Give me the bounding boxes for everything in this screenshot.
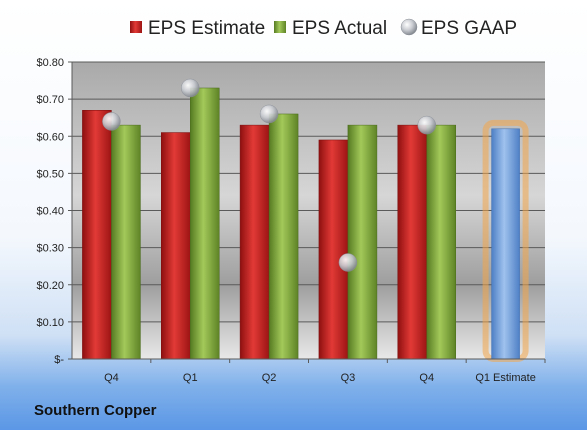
- legend-swatch: [130, 21, 142, 33]
- legend-label: EPS Estimate: [148, 18, 265, 39]
- y-tick-label: $0.20: [36, 280, 64, 292]
- bar-eps-estimate: [318, 139, 349, 360]
- bar-eps-estimate: [161, 132, 191, 360]
- y-tick-label: $0.80: [36, 57, 64, 69]
- x-tick-label: Q3: [341, 372, 356, 384]
- legend-swatch: [274, 21, 286, 33]
- bar-eps-actual: [347, 124, 378, 360]
- bar-q1-estimate: [491, 128, 520, 360]
- bar-eps-estimate: [239, 124, 270, 360]
- y-tick-label: $0.70: [36, 94, 64, 106]
- company-name: Southern Copper: [34, 402, 157, 419]
- y-tick-label: $0.30: [36, 243, 64, 255]
- x-tick-label: Q2: [262, 372, 277, 384]
- x-tick-label: Q1 Estimate: [475, 372, 536, 384]
- y-tick-label: $0.10: [36, 317, 64, 329]
- marker-eps-gaap: [338, 253, 358, 272]
- marker-eps-gaap: [102, 112, 121, 131]
- marker-eps-gaap: [259, 104, 279, 124]
- legend-label: EPS Actual: [292, 18, 387, 39]
- x-tick-label: Q4: [419, 372, 434, 384]
- legend-label: EPS GAAP: [421, 18, 517, 39]
- bar-eps-actual: [190, 87, 220, 360]
- bar-eps-actual: [426, 124, 456, 360]
- bar-eps-actual: [268, 113, 299, 360]
- marker-eps-gaap: [181, 78, 200, 98]
- bar-eps-actual: [111, 124, 141, 360]
- x-tick-label: Q1: [183, 372, 198, 384]
- marker-eps-gaap: [417, 115, 436, 135]
- y-tick-label: $-: [54, 354, 64, 366]
- bar-eps-estimate: [82, 110, 112, 360]
- x-tick-label: Q4: [104, 372, 119, 384]
- y-tick-label: $0.50: [36, 168, 64, 180]
- y-tick-label: $0.40: [36, 206, 64, 218]
- y-tick-label: $0.60: [36, 131, 64, 143]
- legend-swatch: [400, 18, 418, 36]
- bar-eps-estimate: [397, 124, 427, 360]
